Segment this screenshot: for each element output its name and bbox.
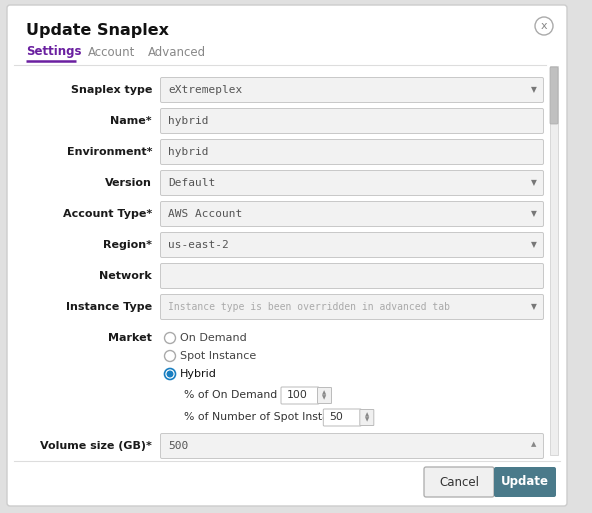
- FancyBboxPatch shape: [323, 409, 361, 426]
- Text: Account: Account: [88, 46, 136, 58]
- FancyBboxPatch shape: [424, 467, 494, 497]
- FancyBboxPatch shape: [160, 232, 543, 258]
- Text: ▼: ▼: [531, 303, 537, 311]
- Bar: [550, 66, 558, 455]
- Text: ▼: ▼: [365, 418, 369, 423]
- Text: On Demand: On Demand: [180, 333, 247, 343]
- Circle shape: [535, 17, 553, 35]
- Text: 500: 500: [168, 441, 188, 451]
- Text: hybrid: hybrid: [168, 116, 208, 126]
- FancyBboxPatch shape: [160, 140, 543, 165]
- Text: ▲: ▲: [531, 441, 537, 447]
- Text: ▼: ▼: [531, 241, 537, 249]
- Text: % of On Demand Price: % of On Demand Price: [184, 390, 307, 401]
- Text: x: x: [540, 21, 548, 31]
- Text: Spot Instance: Spot Instance: [180, 351, 256, 361]
- Text: % of Number of Spot Instances: % of Number of Spot Instances: [184, 412, 354, 423]
- Text: 100: 100: [287, 390, 308, 401]
- Circle shape: [165, 332, 175, 344]
- FancyBboxPatch shape: [360, 409, 374, 425]
- Text: Settings: Settings: [26, 46, 82, 58]
- Text: Update Snaplex: Update Snaplex: [26, 23, 169, 37]
- Text: Market: Market: [108, 333, 152, 343]
- Text: hybrid: hybrid: [168, 147, 208, 157]
- Text: Account Type*: Account Type*: [63, 209, 152, 219]
- Text: ▼: ▼: [531, 209, 537, 219]
- Text: Update: Update: [501, 476, 549, 488]
- FancyBboxPatch shape: [317, 387, 332, 404]
- FancyBboxPatch shape: [160, 264, 543, 288]
- Text: ▲: ▲: [323, 390, 327, 396]
- Text: Instance type is been overridden in advanced tab: Instance type is been overridden in adva…: [168, 302, 450, 312]
- Text: ▼: ▼: [531, 86, 537, 94]
- Text: Instance Type: Instance Type: [66, 302, 152, 312]
- Circle shape: [165, 368, 175, 380]
- Text: ▲: ▲: [365, 412, 369, 418]
- FancyBboxPatch shape: [160, 170, 543, 195]
- FancyBboxPatch shape: [160, 202, 543, 227]
- Circle shape: [166, 370, 173, 378]
- FancyBboxPatch shape: [281, 387, 319, 404]
- Text: AWS Account: AWS Account: [168, 209, 242, 219]
- Text: Advanced: Advanced: [148, 46, 206, 58]
- Circle shape: [165, 350, 175, 362]
- Text: Cancel: Cancel: [439, 476, 479, 488]
- Text: Version: Version: [105, 178, 152, 188]
- Text: Volume size (GB)*: Volume size (GB)*: [40, 441, 152, 451]
- Text: Hybrid: Hybrid: [180, 369, 217, 379]
- Text: ▼: ▼: [531, 179, 537, 187]
- Text: eXtremeplex: eXtremeplex: [168, 85, 242, 95]
- FancyBboxPatch shape: [160, 433, 543, 459]
- FancyBboxPatch shape: [160, 77, 543, 103]
- Text: 50: 50: [329, 412, 343, 423]
- FancyBboxPatch shape: [494, 467, 556, 497]
- FancyBboxPatch shape: [160, 294, 543, 320]
- FancyBboxPatch shape: [7, 5, 567, 506]
- Text: ▼: ▼: [323, 396, 327, 401]
- Text: Network: Network: [99, 271, 152, 281]
- Text: Default: Default: [168, 178, 215, 188]
- Text: Snaplex type: Snaplex type: [70, 85, 152, 95]
- Text: us-east-2: us-east-2: [168, 240, 229, 250]
- Text: Name*: Name*: [110, 116, 152, 126]
- FancyBboxPatch shape: [160, 109, 543, 133]
- FancyBboxPatch shape: [550, 67, 558, 124]
- Text: Environment*: Environment*: [66, 147, 152, 157]
- Text: Region*: Region*: [103, 240, 152, 250]
